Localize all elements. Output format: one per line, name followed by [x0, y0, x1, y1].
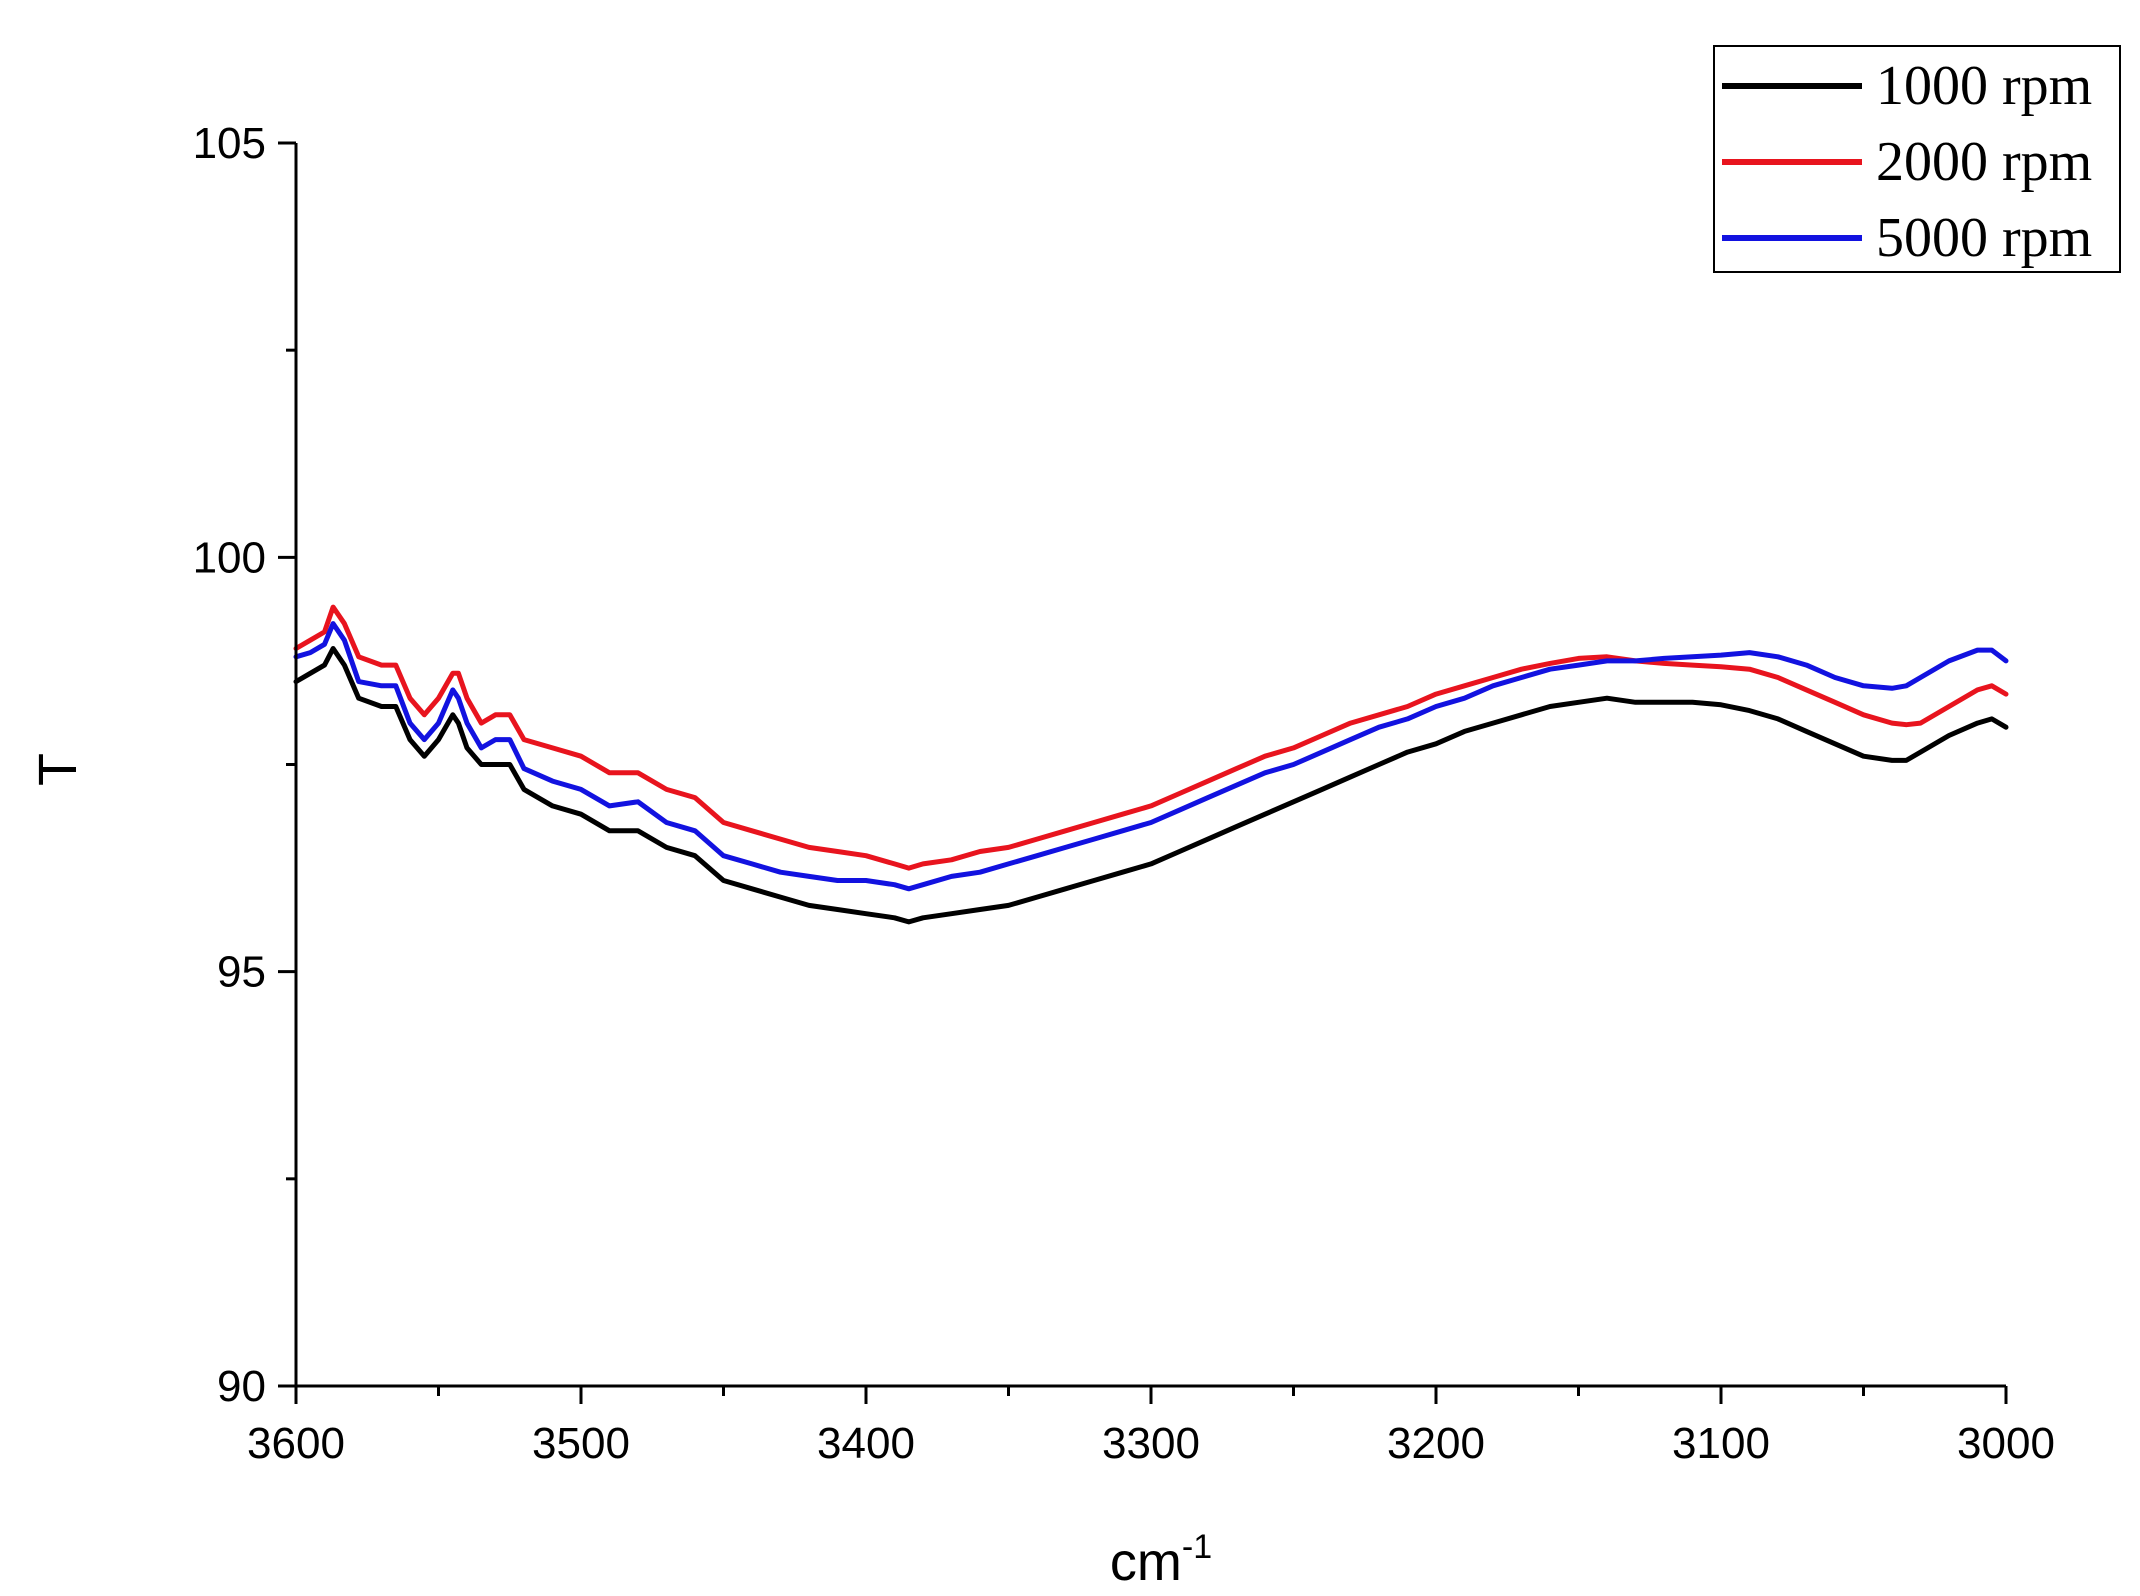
series-line-3: [293, 621, 2009, 892]
legend-label: 2000 rpm: [1876, 131, 2092, 193]
x-tick-label: 3000: [1957, 1419, 2055, 1468]
y-ticks: 90 95 100 105: [193, 119, 296, 1411]
y-tick-label: 100: [193, 533, 266, 582]
axes: 90 95 100 105 3600 3500 3400 3300 3200 3100 3000: [193, 119, 2055, 1468]
series-line-2: [293, 604, 2009, 871]
x-tick-label: 3600: [247, 1419, 345, 1468]
x-axis-title-base: cm: [1110, 1532, 1182, 1592]
y-axis-title: T: [28, 753, 88, 786]
x-axis-title: cm-1: [1110, 1528, 1212, 1592]
x-ticks: 3600 3500 3400 3300 3200 3100 3000: [247, 1386, 2055, 1468]
x-axis-title-superscript: -1: [1182, 1528, 1212, 1566]
y-tick-label: 105: [193, 119, 266, 168]
y-tick-label: 95: [217, 948, 266, 997]
x-tick-label: 3300: [1102, 1419, 1200, 1468]
legend-label: 1000 rpm: [1876, 55, 2092, 117]
x-tick-label: 3500: [532, 1419, 630, 1468]
x-tick-label: 3100: [1672, 1419, 1770, 1468]
x-tick-label: 3200: [1387, 1419, 1485, 1468]
legend: 1000 rpm 2000 rpm 5000 rpm: [1713, 45, 2121, 273]
series-layer: [293, 604, 2009, 925]
x-tick-label: 3400: [817, 1419, 915, 1468]
y-tick-label: 90: [217, 1362, 266, 1411]
legend-label: 5000 rpm: [1876, 207, 2092, 269]
series-line-1: [293, 646, 2009, 925]
